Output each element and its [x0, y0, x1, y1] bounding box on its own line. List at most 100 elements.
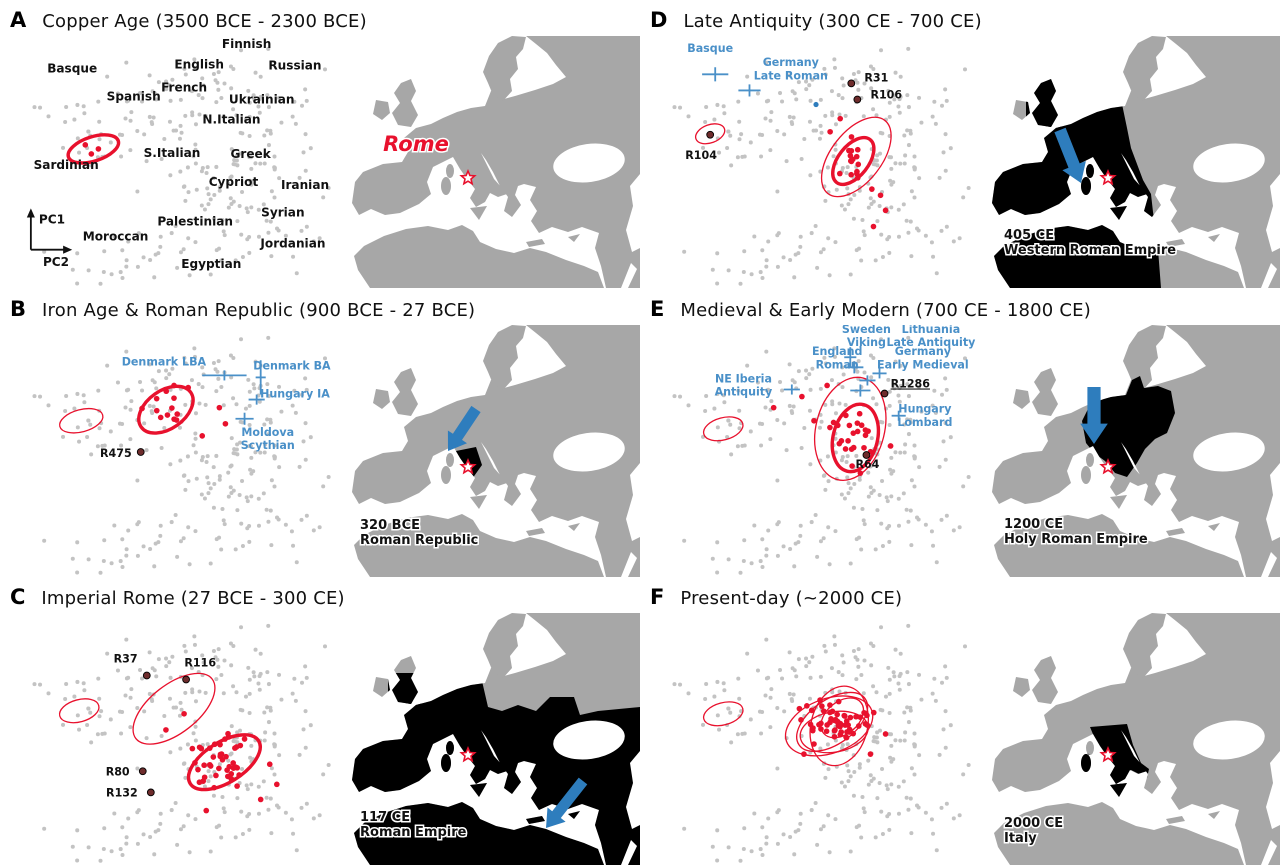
- svg-text:Late Antiquity: Late Antiquity: [886, 336, 976, 349]
- panel-b-map: 320 BCE Roman Republic: [340, 325, 640, 577]
- panel-b-title: Iron Age & Roman Republic (900 BCE - 27 …: [42, 300, 476, 321]
- panel-c-map: 117 CE Roman Empire: [340, 613, 640, 865]
- svg-text:R116: R116: [184, 656, 216, 669]
- panel-e-header: E Medieval & Early Modern (700 CE - 1800…: [640, 289, 1280, 325]
- svg-text:2000 CE: 2000 CE: [1004, 816, 1063, 831]
- svg-text:R1286: R1286: [891, 377, 931, 390]
- svg-text:Russian: Russian: [268, 58, 321, 72]
- svg-text:R475: R475: [100, 447, 132, 460]
- svg-text:Egyptian: Egyptian: [181, 257, 241, 271]
- panel-a-header: A Copper Age (3500 BCE - 2300 BCE): [0, 0, 640, 36]
- svg-text:Antiquity: Antiquity: [715, 386, 773, 399]
- panel-e-map: 1200 CE Holy Roman Empire: [980, 325, 1280, 577]
- svg-text:Greek: Greek: [230, 147, 271, 161]
- svg-text:117 CE: 117 CE: [360, 810, 410, 825]
- panel-e-title: Medieval & Early Modern (700 CE - 1800 C…: [680, 300, 1091, 321]
- svg-text:R104: R104: [685, 149, 717, 162]
- panel-e-body: R1286 R64 Sweden Viking Lithuania Late Antiqu…: [640, 325, 1280, 577]
- svg-text:Basque: Basque: [687, 42, 733, 55]
- panel-e-pca-plot: R1286 R64 Sweden Viking Lithuania Late Antiqu…: [652, 325, 976, 577]
- panel-b-pca-plot: R475 Denmark LBA Denmark BA Hungary IA Moldo…: [12, 325, 336, 577]
- svg-text:Rome: Rome: [383, 132, 449, 156]
- panel-a-map: Rome: [340, 36, 640, 288]
- svg-text:PC2: PC2: [43, 255, 69, 269]
- svg-text:Moroccan: Moroccan: [83, 230, 149, 244]
- panel-b-header: B Iron Age & Roman Republic (900 BCE - 2…: [0, 289, 640, 325]
- svg-text:Early Medieval: Early Medieval: [877, 358, 969, 371]
- svg-text:Holy Roman Empire: Holy Roman Empire: [1004, 532, 1148, 547]
- svg-text:320 BCE: 320 BCE: [360, 518, 420, 533]
- svg-text:Germany: Germany: [763, 56, 820, 69]
- svg-text:Denmark LBA: Denmark LBA: [122, 355, 207, 368]
- panel-b: B Iron Age & Roman Republic (900 BCE - 2…: [0, 289, 640, 577]
- svg-text:Viking: Viking: [847, 336, 886, 349]
- svg-text:R80: R80: [106, 765, 130, 778]
- panel-d-map: 405 CE Western Roman Empire: [980, 36, 1280, 288]
- svg-text:Iranian: Iranian: [281, 178, 329, 192]
- panel-d: D Late Antiquity (300 CE - 700 CE) R31 R1…: [640, 0, 1280, 289]
- panel-f: F Present-day (~2000 CE) 2000 CE Italy: [640, 577, 1280, 866]
- svg-text:Ukrainian: Ukrainian: [229, 93, 295, 107]
- svg-text:Roman Empire: Roman Empire: [360, 825, 467, 840]
- svg-text:Hungary: Hungary: [898, 403, 952, 416]
- svg-text:Roman Republic: Roman Republic: [360, 533, 478, 548]
- svg-text:England: England: [812, 345, 862, 358]
- svg-text:405 CE: 405 CE: [1004, 228, 1054, 243]
- svg-text:Spanish: Spanish: [107, 90, 161, 104]
- svg-text:S.Italian: S.Italian: [144, 146, 201, 160]
- svg-text:R37: R37: [114, 652, 138, 665]
- panel-b-body: R475 Denmark LBA Denmark BA Hungary IA Moldo…: [0, 325, 640, 577]
- svg-text:R64: R64: [855, 458, 879, 471]
- svg-text:Lombard: Lombard: [897, 416, 952, 429]
- panel-f-title: Present-day (~2000 CE): [680, 588, 903, 609]
- svg-text:Basque: Basque: [47, 61, 97, 75]
- panel-c-body: R37 R116 R80 R132 117 CE Roman Empire: [0, 613, 640, 865]
- panel-e-letter: E: [650, 297, 665, 321]
- panel-c-header: C Imperial Rome (27 BCE - 300 CE): [0, 577, 640, 613]
- svg-text:NE Iberia: NE Iberia: [715, 372, 772, 385]
- panel-a-pca-plot: Finnish English Russian Basque French Spanish…: [12, 36, 336, 288]
- panel-c-letter: C: [10, 585, 26, 609]
- panel-c-title: Imperial Rome (27 BCE - 300 CE): [41, 588, 345, 609]
- svg-text:Sweden: Sweden: [842, 325, 891, 336]
- panel-f-map: 2000 CE Italy: [980, 613, 1280, 865]
- panel-d-letter: D: [650, 8, 668, 32]
- panel-a-body: Finnish English Russian Basque French Spanish…: [0, 36, 640, 288]
- panel-a: A Copper Age (3500 BCE - 2300 BCE) Finni…: [0, 0, 640, 289]
- svg-text:Denmark BA: Denmark BA: [253, 359, 331, 372]
- panel-d-body: R31 R106 R104 Basque Germany Late Roman 405 C…: [640, 36, 1280, 288]
- panel-a-letter: A: [10, 8, 27, 32]
- panel-b-letter: B: [10, 297, 27, 321]
- svg-text:Italy: Italy: [1004, 831, 1037, 846]
- svg-text:Scythian: Scythian: [241, 439, 295, 452]
- svg-text:Jordanian: Jordanian: [259, 237, 325, 251]
- svg-text:R132: R132: [106, 786, 138, 799]
- panel-c: C Imperial Rome (27 BCE - 300 CE) R37 R11…: [0, 577, 640, 866]
- panel-c-pca-plot: R37 R116 R80 R132: [12, 613, 336, 865]
- svg-text:English: English: [174, 57, 224, 71]
- svg-text:Late Roman: Late Roman: [754, 69, 828, 82]
- panel-f-body: 2000 CE Italy: [640, 613, 1280, 865]
- svg-text:Sardinian: Sardinian: [34, 158, 99, 172]
- panel-f-pca-plot: [652, 613, 976, 865]
- svg-text:1200 CE: 1200 CE: [1004, 517, 1063, 532]
- svg-text:Roman: Roman: [816, 358, 859, 371]
- svg-text:PC1: PC1: [39, 212, 65, 226]
- panel-e: E Medieval & Early Modern (700 CE - 1800…: [640, 289, 1280, 577]
- svg-text:Palestinian: Palestinian: [157, 215, 233, 229]
- svg-text:Finnish: Finnish: [222, 37, 272, 51]
- panel-f-letter: F: [650, 585, 665, 609]
- svg-text:R31: R31: [864, 71, 888, 84]
- panel-f-header: F Present-day (~2000 CE): [640, 577, 1280, 613]
- panel-a-title: Copper Age (3500 BCE - 2300 BCE): [42, 11, 367, 32]
- svg-text:R106: R106: [870, 88, 902, 101]
- svg-text:Syrian: Syrian: [261, 205, 304, 219]
- svg-text:Western Roman Empire: Western Roman Empire: [1004, 243, 1176, 258]
- panel-d-title: Late Antiquity (300 CE - 700 CE): [683, 11, 982, 32]
- svg-text:Hungary IA: Hungary IA: [260, 388, 330, 401]
- svg-text:Lithuania: Lithuania: [902, 325, 961, 336]
- svg-text:Germany: Germany: [895, 345, 952, 358]
- svg-text:N.Italian: N.Italian: [202, 113, 260, 127]
- panel-d-pca-plot: R31 R106 R104 Basque Germany Late Roman: [652, 36, 976, 288]
